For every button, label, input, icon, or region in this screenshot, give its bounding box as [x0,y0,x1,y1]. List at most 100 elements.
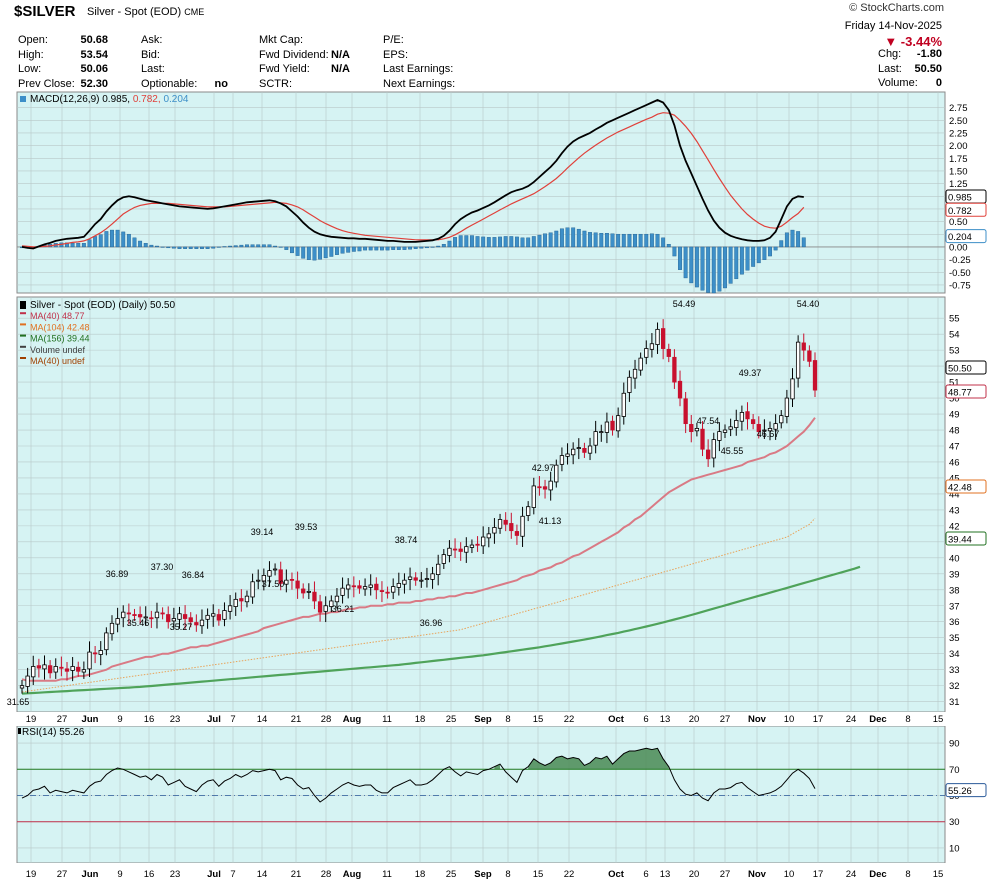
candle-body [481,536,486,547]
price-annotation: 36.89 [106,569,129,579]
quote-label: Chg: [878,48,902,60]
candle-body [194,622,199,626]
macd-histogram-bar [638,233,643,248]
candle-body [520,515,525,537]
watermark: © StockCharts.com [849,2,944,14]
candle-body [784,397,790,417]
macd-histogram-bar [762,246,767,260]
candle-body [368,584,373,588]
candle-body [211,613,216,617]
ma40-line [21,417,816,682]
candle-body [790,378,795,400]
candle-body [655,328,660,345]
candle-body [689,424,694,433]
macd-histogram-bar [171,246,176,249]
macd-histogram-bar [723,246,727,289]
quote-value: N/A [331,63,350,75]
candle-body [604,421,610,433]
quote-header: $SILVER Silver - Spot (EOD) CME © StockC… [0,0,990,92]
macd-histogram-bar [408,246,413,250]
x-tick-label: 19 [26,869,37,880]
x-tick-label: 27 [720,714,731,725]
quote-label: Prev Close: [18,77,75,90]
macd-axis-label: -0.25 [949,255,971,266]
macd-histogram-bar [784,232,789,248]
quote-label: Fwd Dividend: [259,48,329,61]
macd-legend-signal: 0.782, [133,94,164,105]
candle-body [700,428,705,450]
macd-histogram-bar [458,235,463,248]
x-tick-label: 7 [230,869,235,880]
macd-histogram-bar [413,246,418,249]
x-tick-label: 20 [689,869,700,880]
macd-legend: MACD(12,26,9) 0.985, 0.782, 0.204 [30,94,189,105]
macd-histogram-bar [565,227,570,248]
price-axis-label: 40 [949,553,960,564]
macd-histogram-bar [520,237,525,248]
x-tick-label: Jun [82,869,99,880]
symbol-description: Silver - Spot (EOD) CME [87,6,204,18]
candle-body [447,547,452,556]
quote-date: Friday 14-Nov-2025 [844,20,942,32]
x-tick-label: 10 [784,869,795,880]
price-axis-label: 46 [949,457,960,468]
candle-body [396,582,401,588]
macd-histogram-bar [396,246,401,250]
price-annotation: 39.53 [295,522,318,532]
macd-histogram-bar [250,244,255,248]
candle-body [571,448,576,456]
macd-histogram-bar [278,246,283,248]
price-axis-label: 51 [949,378,960,389]
quote-value: no [214,77,228,90]
candle-body [205,614,210,620]
candle-body [801,342,806,351]
candle-body [199,619,205,627]
candle-body [379,590,385,592]
macd-histogram-bar [216,246,221,248]
candle-body [773,423,778,430]
macd-histogram-bar [233,245,238,248]
x-axis-strip-bottom [0,863,990,883]
macd-axis-label: 2.75 [949,103,968,114]
x-tick-label: 22 [564,869,575,880]
macd-histogram-bar [306,246,311,260]
panel-rsi [16,725,946,864]
macd-histogram-bar [368,246,373,251]
rsi-axis-label: 70 [949,765,960,776]
price-tag-ma40-box [945,384,987,399]
quote-label: Ask: [141,34,163,46]
x-tick-label: 27 [57,869,68,880]
candle-body [295,580,300,589]
x-tick-label: Aug [343,714,362,725]
macd-tag-macd: 0.985 [948,193,972,204]
candle-body [329,600,334,607]
x-tick-label: 16 [144,714,155,725]
candle-body [593,431,598,446]
candle-body [121,611,126,619]
candle-body [19,685,25,689]
quote-label: Mkt Cap: [259,34,304,46]
price-axis-label: 43 [949,505,960,516]
macd-histogram-bar [76,243,81,248]
x-tick-label: 8 [505,869,510,880]
macd-histogram-bar [610,233,615,248]
candle-body [694,428,700,432]
x-tick-label: Oct [608,714,625,725]
price-tag-ma104-box [945,479,987,494]
macd-histogram-bar [779,240,784,248]
candle-body [565,453,570,457]
x-tick-label: Jun [82,714,99,725]
legend-swatch [20,312,26,315]
candle-body [25,675,30,687]
macd-histogram-bar [87,239,92,248]
macd-histogram-bar [222,246,227,248]
macd-histogram-bar [593,232,598,248]
x-tick-label: 23 [170,869,181,880]
x-tick-label: 27 [57,714,68,725]
macd-histogram-bar [267,244,272,248]
macd-histogram-bar [475,236,480,248]
candle-body [537,486,542,489]
macd-axis-label: 2.25 [949,128,968,139]
macd-axis-label: 1.75 [949,154,968,165]
